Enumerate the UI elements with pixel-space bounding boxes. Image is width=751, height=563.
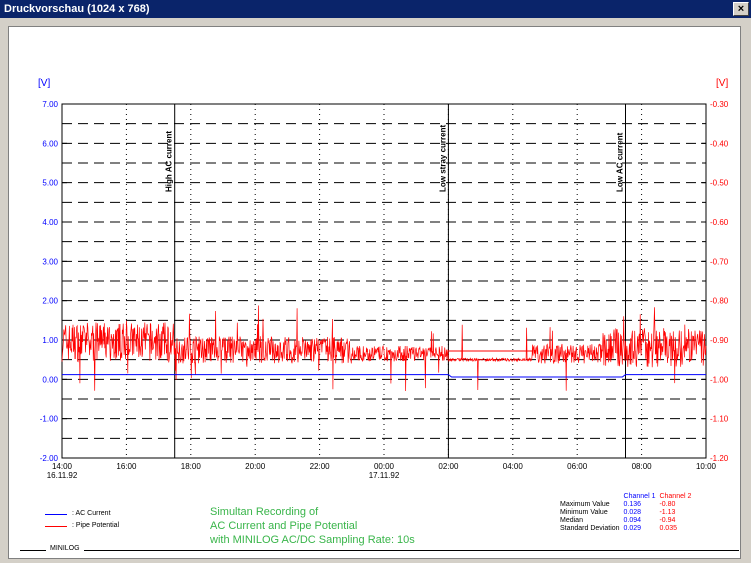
x-tick-label: 06:00 bbox=[567, 462, 588, 471]
left-tick-label: 6.00 bbox=[42, 139, 58, 148]
stats-label: Standard Deviation bbox=[560, 525, 620, 532]
stats-c2: -1.13 bbox=[659, 509, 676, 516]
right-tick-label: -0.70 bbox=[710, 257, 729, 266]
series-ac-current bbox=[62, 374, 706, 378]
right-tick-label: -0.90 bbox=[710, 336, 729, 345]
caption-line-2: AC Current and Pipe Potential bbox=[210, 520, 358, 532]
caption-line-1: Simultan Recording of bbox=[210, 506, 319, 518]
legend-label-pipe-potential: : Pipe Potential bbox=[72, 522, 120, 529]
legend-swatch-ac-current bbox=[45, 514, 67, 515]
legend-label-ac-current: : AC Current bbox=[72, 510, 111, 517]
window-titlebar: Druckvorschau (1024 x 768) × bbox=[0, 0, 751, 18]
stats-c1: 0.029 bbox=[623, 525, 642, 532]
statistics-table: Channel 1 Channel 2 Maximum Value 0.136 … bbox=[560, 493, 695, 533]
annotation-label: High AC current bbox=[165, 131, 174, 192]
x-tick-label: 10:00 bbox=[696, 462, 717, 471]
annotation-label: Low AC current bbox=[616, 132, 625, 192]
x-tick-label: 08:00 bbox=[632, 462, 653, 471]
stats-c1: 0.136 bbox=[623, 501, 642, 508]
x-tick-label: 18:00 bbox=[181, 462, 202, 471]
right-axis-unit: [V] bbox=[716, 78, 728, 89]
right-tick-label: -0.60 bbox=[710, 218, 729, 227]
stats-c1: 0.094 bbox=[623, 517, 642, 524]
left-tick-label: 7.00 bbox=[42, 100, 58, 109]
stats-label: Median bbox=[560, 517, 583, 524]
x-tick-label: 16:00 bbox=[116, 462, 137, 471]
right-tick-label: -0.30 bbox=[710, 100, 729, 109]
series-pipe-potential bbox=[61, 305, 707, 392]
footer-label: MINILOG bbox=[46, 545, 84, 552]
stats-c2: 0.035 bbox=[659, 525, 677, 532]
close-button[interactable]: × bbox=[733, 2, 749, 16]
right-tick-label: -0.50 bbox=[710, 179, 729, 188]
right-tick-label: -1.10 bbox=[710, 415, 729, 424]
left-tick-label: -2.00 bbox=[40, 454, 59, 463]
left-tick-label: 3.00 bbox=[42, 257, 58, 266]
stats-header-channel-2: Channel 2 bbox=[659, 493, 692, 500]
print-preview-page bbox=[8, 26, 741, 559]
annotation-label: Low stray current bbox=[438, 125, 447, 192]
right-tick-label: -1.00 bbox=[710, 375, 729, 384]
stats-c2: -0.80 bbox=[659, 501, 676, 508]
right-tick-label: -0.40 bbox=[710, 139, 729, 148]
footer-rule bbox=[20, 550, 739, 551]
left-tick-label: 4.00 bbox=[42, 218, 58, 227]
stats-c2: -0.94 bbox=[659, 517, 676, 524]
right-tick-label: -0.80 bbox=[710, 297, 729, 306]
legend-swatch-pipe-potential bbox=[45, 526, 67, 527]
x-tick-label: 00:00 bbox=[374, 462, 395, 471]
stats-label: Maximum Value bbox=[560, 501, 610, 508]
stats-header-channel-1: Channel 1 bbox=[623, 493, 656, 500]
x-tick-label: 14:00 bbox=[52, 462, 73, 471]
left-tick-label: 1.00 bbox=[42, 336, 58, 345]
x-date-label: 17.11.92 bbox=[369, 471, 400, 480]
left-tick-label: 0.00 bbox=[42, 375, 58, 384]
caption-line-3: with MINILOG AC/DC Sampling Rate: 10s bbox=[210, 534, 415, 546]
x-date-label: 16.11.92 bbox=[47, 471, 78, 480]
stats-c1: 0.028 bbox=[623, 509, 642, 516]
left-tick-label: -1.00 bbox=[40, 415, 59, 424]
x-tick-label: 22:00 bbox=[310, 462, 331, 471]
left-tick-label: 2.00 bbox=[42, 297, 58, 306]
x-tick-label: 04:00 bbox=[503, 462, 524, 471]
close-icon: × bbox=[737, 3, 745, 15]
left-tick-label: 5.00 bbox=[42, 179, 58, 188]
left-axis-unit: [V] bbox=[38, 78, 50, 89]
x-tick-label: 20:00 bbox=[245, 462, 266, 471]
window-title: Druckvorschau (1024 x 768) bbox=[4, 3, 150, 15]
x-tick-label: 02:00 bbox=[438, 462, 459, 471]
chart-caption: Simultan Recording of AC Current and Pip… bbox=[210, 505, 415, 547]
stats-label: Minimum Value bbox=[560, 509, 608, 516]
right-tick-label: -1.20 bbox=[710, 454, 729, 463]
